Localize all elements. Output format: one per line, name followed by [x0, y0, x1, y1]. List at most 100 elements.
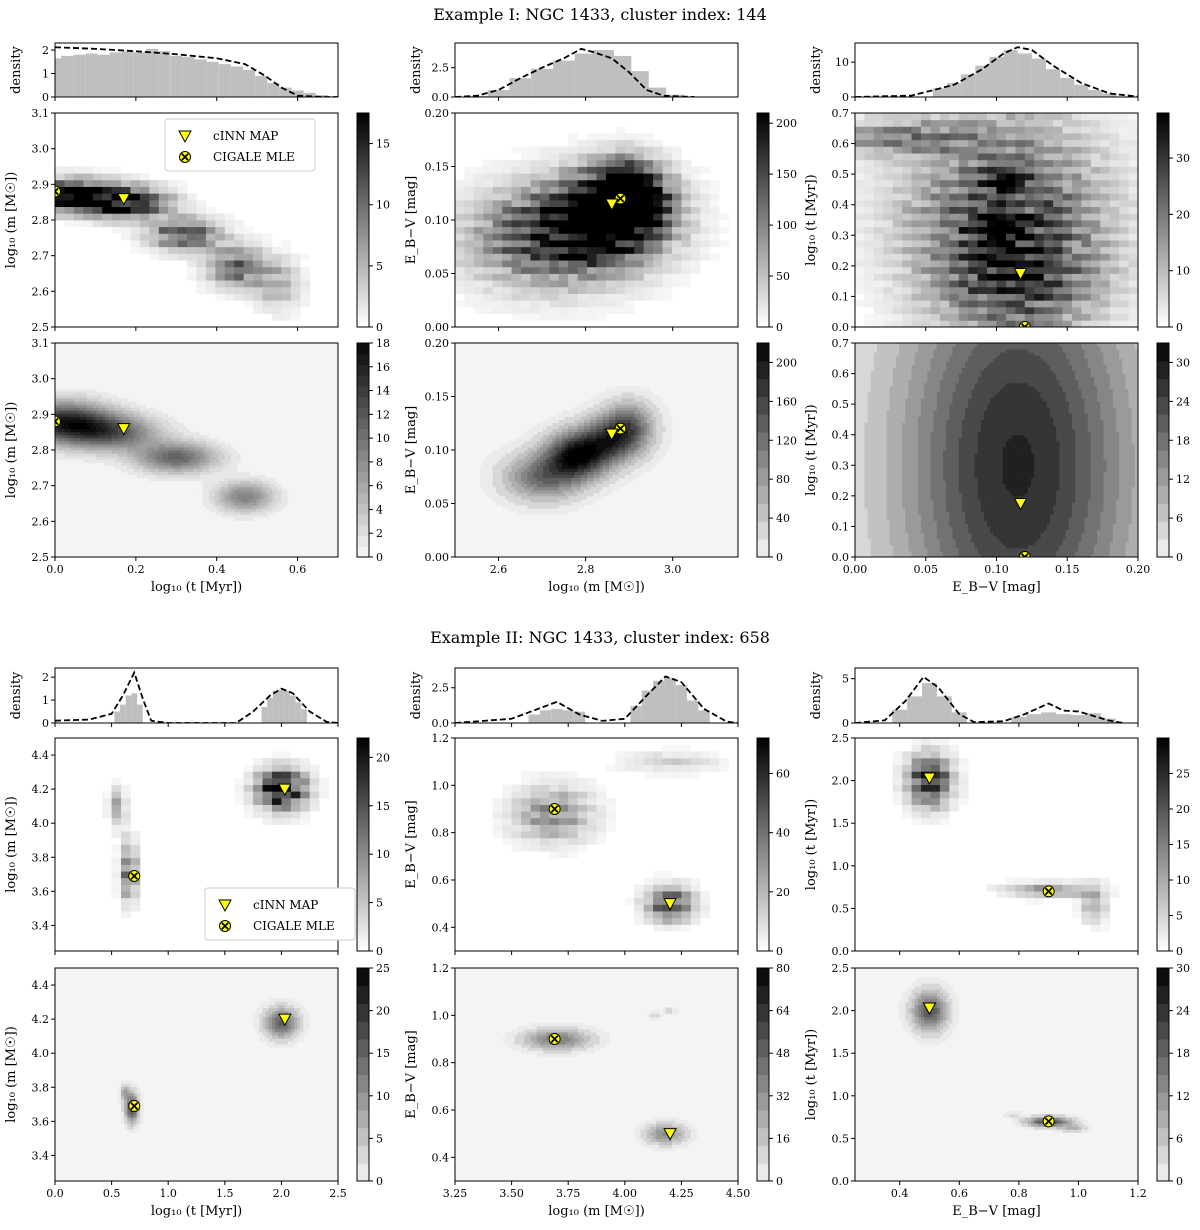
kde-cell: [502, 486, 506, 491]
kde-cell: [646, 443, 651, 448]
kde-cell: [508, 471, 513, 475]
kde-cell: [555, 468, 560, 472]
kde-cell: [187, 453, 191, 457]
kde-cell: [196, 459, 201, 463]
kde-cell: [174, 459, 179, 463]
kde-cell: [612, 391, 616, 396]
kde-cell: [190, 425, 194, 430]
kde-cell: [221, 483, 226, 488]
hist2d-cell: [690, 213, 701, 221]
kde-cell: [114, 428, 119, 433]
kde-cell: [165, 480, 169, 485]
kde-cell: [218, 486, 223, 491]
kde-cell: [262, 492, 267, 497]
hist2d-cell: [855, 213, 865, 221]
kde-cell: [218, 474, 223, 479]
kde-cell: [546, 450, 550, 454]
kde-cell: [149, 474, 153, 479]
kde-cell: [287, 501, 292, 506]
kde-cell: [649, 450, 654, 454]
kde-cell: [111, 394, 116, 399]
kde-cell: [546, 443, 550, 448]
kde-cell: [530, 474, 535, 479]
kde-cell: [609, 440, 613, 445]
kde-cell: [199, 434, 204, 439]
kde-cell: [549, 416, 553, 420]
kde-cell: [271, 483, 276, 488]
hist2d-cell: [930, 173, 941, 181]
kde-cell: [583, 410, 588, 414]
kde-cell: [127, 462, 131, 466]
hist2d-cell: [892, 179, 903, 187]
kde-cell: [249, 501, 254, 506]
hist2d-cell: [568, 139, 579, 147]
hist2d-cell: [605, 220, 616, 228]
kde-cell: [165, 434, 169, 439]
kde-cell: [70, 413, 75, 417]
histogram-bar: [279, 87, 292, 97]
kde-cell: [587, 416, 591, 420]
hist2d-cell: [864, 226, 875, 234]
kde-cell: [117, 416, 122, 420]
hist2d-cell: [883, 273, 894, 281]
kde-cell: [231, 443, 235, 448]
kde-cell: [527, 434, 531, 439]
kde-cell: [587, 480, 591, 485]
kde-cell: [105, 446, 109, 451]
hist2d-cell: [653, 266, 663, 274]
hist2d-cell: [864, 253, 875, 261]
hist2d-cell: [873, 246, 884, 254]
kde-cell: [621, 416, 626, 420]
kde-cell: [574, 422, 579, 427]
kde-cell: [593, 431, 597, 436]
kde-cell: [517, 450, 522, 454]
kde-cell: [117, 462, 122, 466]
kde-cell: [656, 443, 660, 448]
kde-cell: [574, 434, 579, 439]
kde-cell: [231, 511, 235, 515]
kde-cell: [64, 407, 69, 411]
kde-cell: [587, 471, 591, 475]
kde-cell: [136, 398, 141, 402]
kde-cell: [502, 465, 506, 469]
kde-cell: [215, 508, 220, 512]
ex1-col2-kde-colorbar-tick-label: 200: [776, 356, 797, 369]
kde-cell: [215, 450, 220, 454]
kde-cell: [514, 508, 519, 512]
kde-cell: [668, 425, 673, 430]
kde-cell: [146, 404, 150, 408]
hist2d-cell: [102, 166, 112, 174]
hist2d-cell: [892, 320, 903, 327]
kde-cell: [499, 456, 503, 460]
kde-cell: [583, 489, 588, 494]
hist2d-cell: [911, 206, 922, 214]
hist2d-cell: [521, 186, 531, 194]
kde-cell: [196, 456, 201, 460]
kde-cell: [489, 462, 494, 466]
kde-cell: [571, 501, 575, 506]
kde-cell: [524, 459, 528, 463]
kde-cell: [659, 419, 664, 423]
kde-cell: [634, 407, 638, 411]
kde-cell: [55, 398, 59, 402]
hist2d-cell: [634, 293, 645, 301]
ex1-col2-hist2d-colorbar-tick-label: 100: [776, 219, 797, 232]
kde-cell: [117, 431, 122, 436]
hist2d-cell: [605, 139, 616, 147]
kde-cell: [583, 428, 588, 433]
hist2d-cell: [864, 133, 875, 141]
kde-cell: [130, 453, 135, 457]
kde-cell: [517, 505, 522, 509]
histogram-bar: [109, 52, 122, 97]
hist2d-cell: [149, 199, 160, 208]
kde-cell: [256, 477, 260, 482]
hist2d-cell: [930, 186, 941, 194]
kde-cell: [158, 446, 163, 451]
hist2d-cell: [892, 199, 903, 208]
kde-cell: [618, 394, 623, 399]
kde-cell: [631, 425, 635, 430]
kde-cell: [80, 443, 84, 448]
kde-cell: [568, 477, 572, 482]
hist2d-cell: [873, 153, 884, 161]
hist2d-cell: [539, 146, 550, 154]
